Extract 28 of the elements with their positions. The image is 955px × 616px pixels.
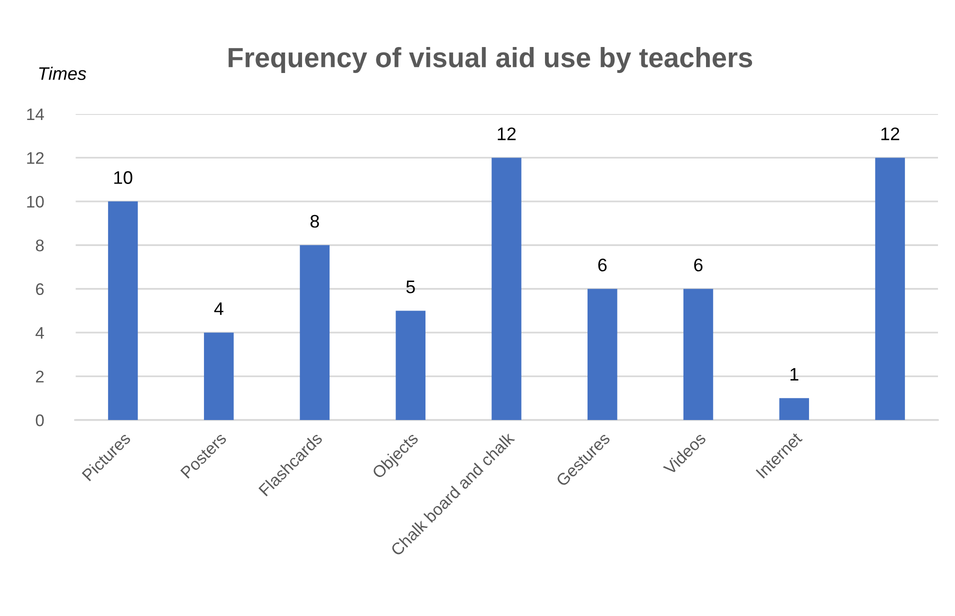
bar	[779, 398, 810, 420]
data-label: 6	[598, 258, 607, 272]
y-tick-label: 2	[36, 370, 44, 382]
data-label: 5	[406, 280, 415, 294]
data-label: 12	[881, 127, 900, 140]
y-tick-label: 8	[36, 240, 44, 252]
bar	[588, 288, 618, 420]
y-tick-label: 10	[27, 196, 44, 208]
data-label: 1	[790, 368, 798, 381]
y-tick-label: 14	[27, 108, 44, 120]
data-label: 4	[214, 302, 224, 315]
bar	[875, 158, 905, 420]
y-tick-label: 6	[36, 283, 44, 296]
bar	[492, 158, 522, 420]
bar	[683, 288, 714, 420]
chart-title: Frequency of visual aid use by teachers	[228, 47, 752, 73]
bar	[108, 201, 138, 420]
y-tick-label: 0	[36, 414, 44, 426]
bar	[204, 332, 234, 420]
y-tick-label: 12	[27, 152, 44, 164]
data-label: 6	[694, 258, 703, 272]
data-label: 12	[498, 127, 516, 140]
y-axis-title: Times	[39, 66, 86, 80]
y-tick-label: 4	[36, 327, 44, 339]
data-label: 8	[310, 214, 319, 228]
bar	[396, 310, 426, 420]
bar	[300, 245, 330, 420]
data-label: 10	[114, 171, 132, 184]
